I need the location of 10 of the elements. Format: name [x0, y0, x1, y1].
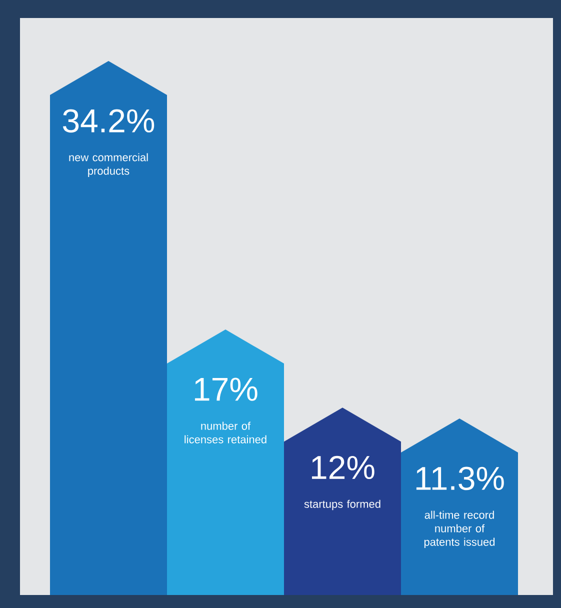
- data-label: 34.2%: [62, 109, 154, 133]
- bar: [167, 330, 284, 595]
- x-tick-label: startups formed: [304, 500, 380, 510]
- x-tick-label: new commercial products: [69, 153, 148, 177]
- data-label: 11.3%: [416, 466, 504, 490]
- data-label: 12%: [312, 456, 374, 480]
- data-label: 17%: [194, 378, 258, 401]
- x-tick-label: all-time record number of patents issued: [424, 510, 495, 548]
- bar: [50, 61, 167, 595]
- x-tick-label: number of licenses retained: [184, 422, 266, 444]
